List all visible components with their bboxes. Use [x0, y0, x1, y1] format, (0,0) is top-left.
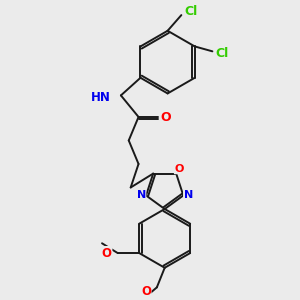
Text: O: O	[175, 164, 184, 174]
Text: N: N	[184, 190, 193, 200]
Text: HN: HN	[91, 91, 111, 104]
Text: Cl: Cl	[184, 5, 198, 18]
Text: O: O	[102, 247, 112, 260]
Text: O: O	[160, 111, 171, 124]
Text: N: N	[136, 190, 146, 200]
Text: O: O	[141, 285, 151, 298]
Text: Cl: Cl	[216, 47, 229, 60]
